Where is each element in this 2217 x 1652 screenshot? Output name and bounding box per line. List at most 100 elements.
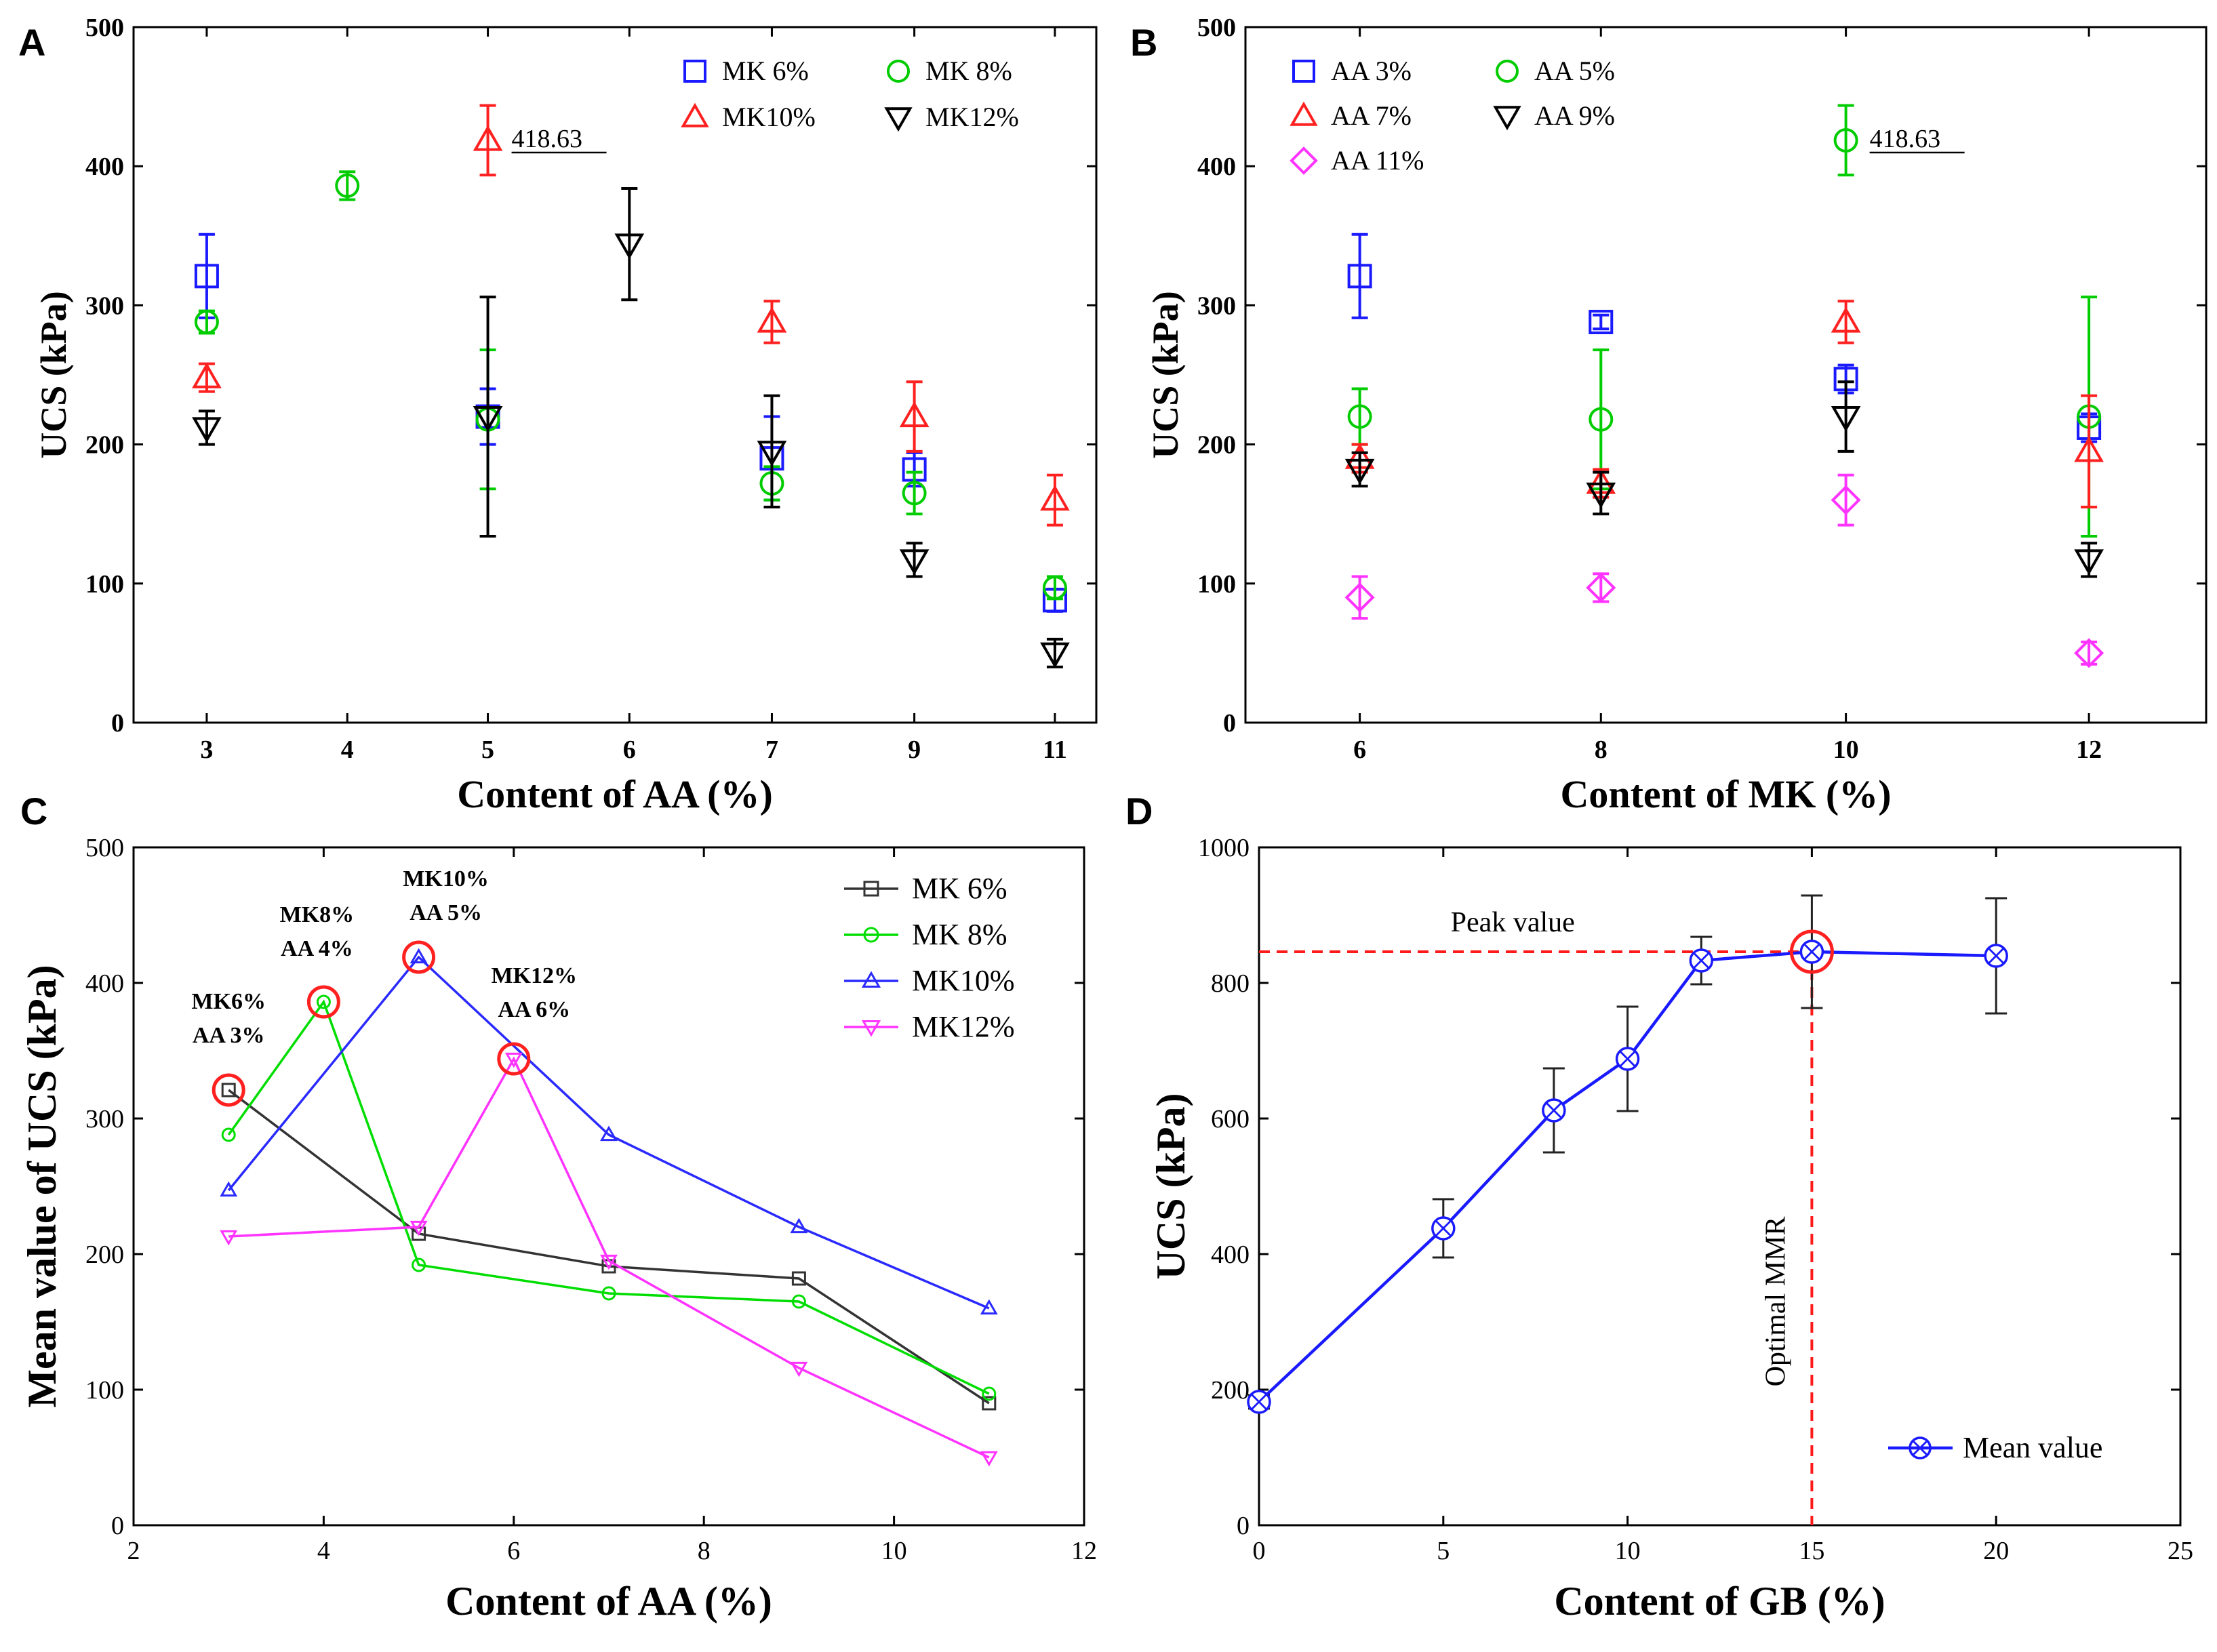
data-point [504,1052,523,1068]
legend-label: AA 3% [1331,56,1412,86]
series-1 [221,994,997,1401]
x-tick-label: 12 [2076,736,2102,764]
legend-marker [681,102,709,127]
peak-highlight-ring [1789,929,1834,974]
data-point [1831,306,1861,333]
x-tick-label: 0 [1253,1537,1266,1565]
series-4 [1344,473,2104,668]
legend-label: MK 8% [912,918,1007,951]
panel-d: 0 200 400 600 800 1000 0 5 10 15 20 25 Content of GB… [1125,790,2193,1624]
marker-ring [1799,940,1824,964]
x-axis-title: Content of AA (%) [445,1579,772,1624]
legend-label: MK10% [912,964,1015,997]
y-tick-label: 800 [1211,969,1250,998]
legend-label: MK10% [722,102,816,132]
series-0 [194,233,1067,613]
marker-ring [1615,1047,1640,1071]
y-tick-label: 100 [1197,570,1236,599]
data-point [194,310,219,335]
data-point [980,1451,998,1467]
data-point [614,233,645,260]
marker-ring [1689,948,1714,973]
data-point [1984,944,2008,968]
legend-marker [1292,60,1315,83]
data-point [192,417,222,443]
highlight-ring [306,985,340,1019]
legend-marker [1493,106,1521,131]
data-point [902,481,927,506]
x-tick-label: 11 [1043,736,1067,764]
x-tick-label: 6 [623,736,636,764]
x-tick-label: 8 [698,1537,711,1565]
marker-cross [1803,943,1820,961]
series-0 [221,1083,997,1411]
x-tick-label: 15 [1799,1537,1824,1565]
marker-cross [1435,1220,1452,1237]
data-point [982,1386,997,1401]
data-point [1344,582,1375,613]
peak-annotation: 418.63 [512,125,583,153]
x-tick-label: 10 [1615,1537,1641,1565]
data-point [1040,642,1070,668]
series-line [228,1056,990,1459]
highlight-label: MK12% [492,963,578,988]
highlight-label: MK6% [191,989,266,1014]
y-tick-label: 0 [1223,709,1236,738]
data-point [1799,940,1824,964]
legend-marker [1496,60,1519,83]
panel-letter: D [1125,790,1153,832]
data-point [982,1396,997,1411]
x-tick-label: 6 [1353,736,1366,764]
data-point [790,1217,808,1234]
highlight-label: AA 6% [498,997,570,1022]
highlight-ring [402,940,436,974]
x-axis-title: Content of GB (%) [1554,1579,1885,1624]
data-point [980,1299,998,1315]
y-tick-label: 100 [85,570,124,599]
data-point [335,173,360,198]
series-3 [1344,380,2104,578]
legend-marker [861,1020,881,1037]
plot-frame [1244,26,2208,724]
data-point [1586,482,1616,508]
data-point [899,549,930,576]
data-point [2074,436,2104,462]
marker-ring [1984,944,2008,968]
data-point [192,362,222,388]
y-tick-label: 100 [85,1376,124,1405]
peak-annotation: 418.63 [1870,125,1941,153]
data-point [1615,1047,1640,1071]
marker-cross [1912,1440,1928,1456]
data-point [2074,638,2104,668]
x-tick-label: 20 [1983,1537,2009,1565]
highlight-label: AA 3% [193,1023,265,1048]
x-axis-title: Content of MK (%) [1560,772,1891,816]
y-tick-label: 0 [111,709,124,738]
x-tick-label: 4 [317,1537,330,1565]
data-point [600,1125,618,1142]
highlight-label: AA 4% [281,936,353,961]
y-tick-label: 300 [85,1105,124,1133]
x-tick-label: 9 [908,736,921,764]
marker-cross [1988,947,2005,965]
plot-frame [1258,846,2182,1527]
legend-label: MK 6% [722,56,809,86]
y-tick-label: 400 [85,969,124,998]
data-point [1344,458,1375,485]
data-point [790,1361,808,1377]
data-point [899,401,930,428]
data-point [1589,310,1614,335]
plot-frame [132,26,1098,724]
data-point [220,1230,238,1246]
y-axis-title: UCS (kPa) [1149,1093,1193,1279]
y-tick-label: 200 [1197,431,1236,460]
data-point [220,1181,238,1197]
highlight-label: AA 5% [410,900,482,925]
x-tick-label: 7 [765,736,778,764]
series-2 [1344,300,2104,508]
highlight-ring [497,1042,531,1076]
legend-label: MK12% [912,1010,1015,1043]
data-point [1689,948,1714,973]
panel-letter: C [20,790,47,832]
panel-letter: B [1130,21,1157,64]
